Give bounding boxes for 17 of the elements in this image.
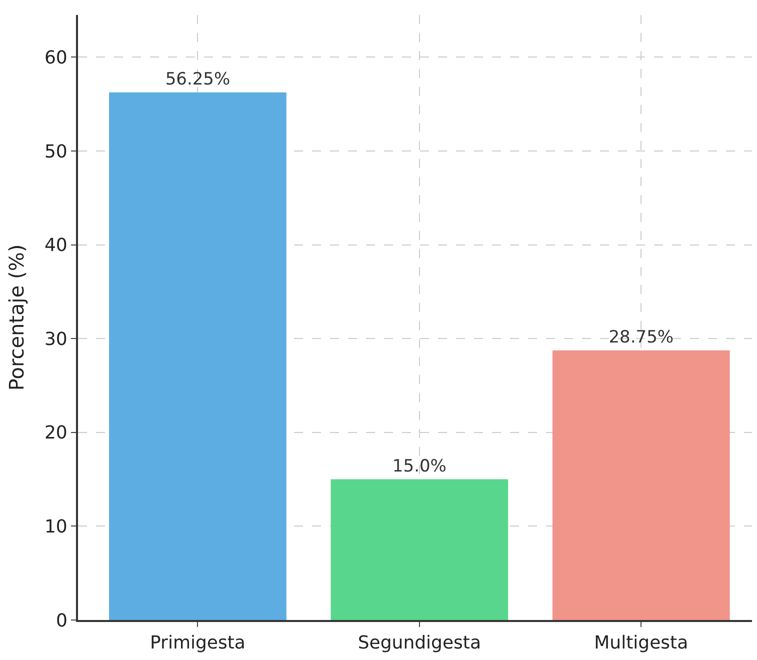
y-tick-label: 20 xyxy=(44,422,68,444)
x-tick-label: Segundigesta xyxy=(358,632,481,654)
bar xyxy=(552,350,730,620)
x-tick-label: Multigesta xyxy=(594,632,688,654)
data-label: 28.75% xyxy=(608,327,674,348)
y-tick-label: 50 xyxy=(44,141,68,162)
bar xyxy=(330,479,508,620)
y-tick-label: 0 xyxy=(56,610,68,632)
y-axis-title: Porcentaje (%) xyxy=(4,244,28,391)
bar xyxy=(109,92,286,620)
y-tick-label: 30 xyxy=(44,328,68,350)
data-label: 15.0% xyxy=(392,456,446,476)
y-tick-label: 40 xyxy=(44,235,68,256)
x-tick-label: Primigesta xyxy=(150,632,246,654)
y-tick-label: 10 xyxy=(44,516,68,538)
y-tick-label: 60 xyxy=(44,48,68,69)
data-label: 56.25% xyxy=(165,69,230,90)
